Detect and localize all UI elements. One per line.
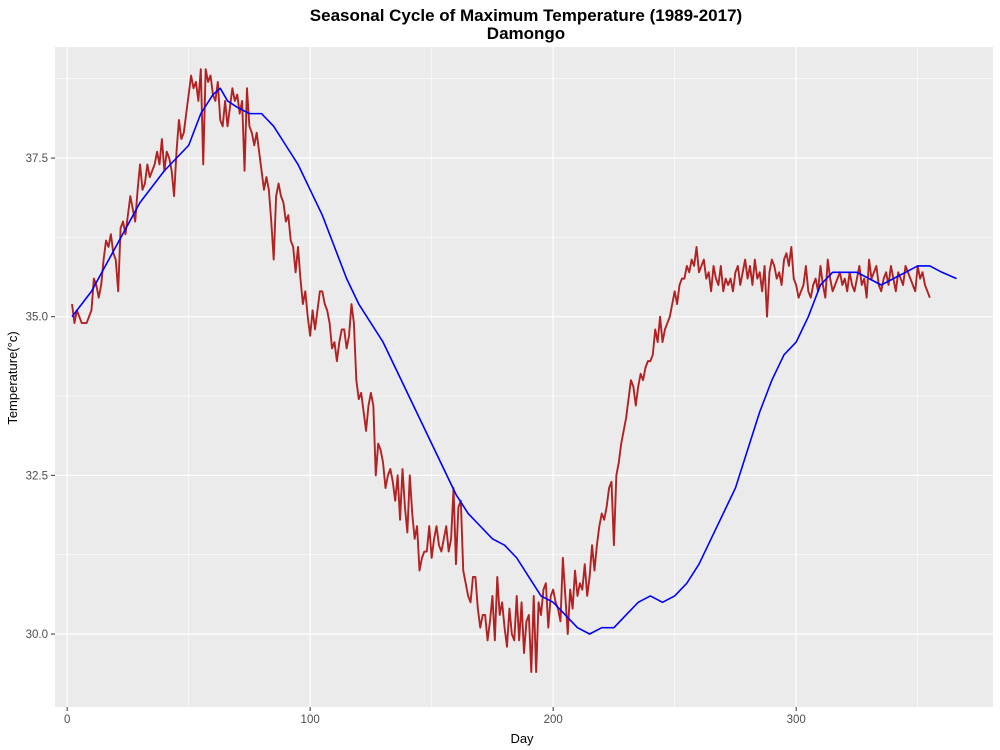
y-tick-label: 30.0: [26, 629, 48, 641]
daily-temperature-line: [71, 68, 931, 674]
y-tick-label: 35.0: [26, 312, 48, 324]
series-layer: [71, 68, 957, 674]
x-tick-label: 100: [301, 714, 320, 726]
x-tick-label: 200: [544, 714, 563, 726]
x-axis-title: Day: [510, 731, 534, 746]
x-tick-label: 0: [64, 714, 70, 726]
smoothed-temperature-line: [71, 87, 957, 635]
minor-gridlines: [55, 47, 993, 707]
y-axis-title: Temperature(°c): [5, 331, 20, 424]
chart-title: Seasonal Cycle of Maximum Temperature (1…: [310, 6, 742, 25]
x-tick-label: 300: [787, 714, 806, 726]
x-axis: 0 100 200 300: [64, 707, 806, 726]
y-axis: 30.0 32.5 35.0 37.5: [26, 153, 55, 641]
y-tick-label: 32.5: [26, 470, 48, 482]
y-tick-label: 37.5: [26, 153, 48, 165]
chart-subtitle: Damongo: [487, 24, 565, 43]
plot-panel: [55, 47, 993, 707]
